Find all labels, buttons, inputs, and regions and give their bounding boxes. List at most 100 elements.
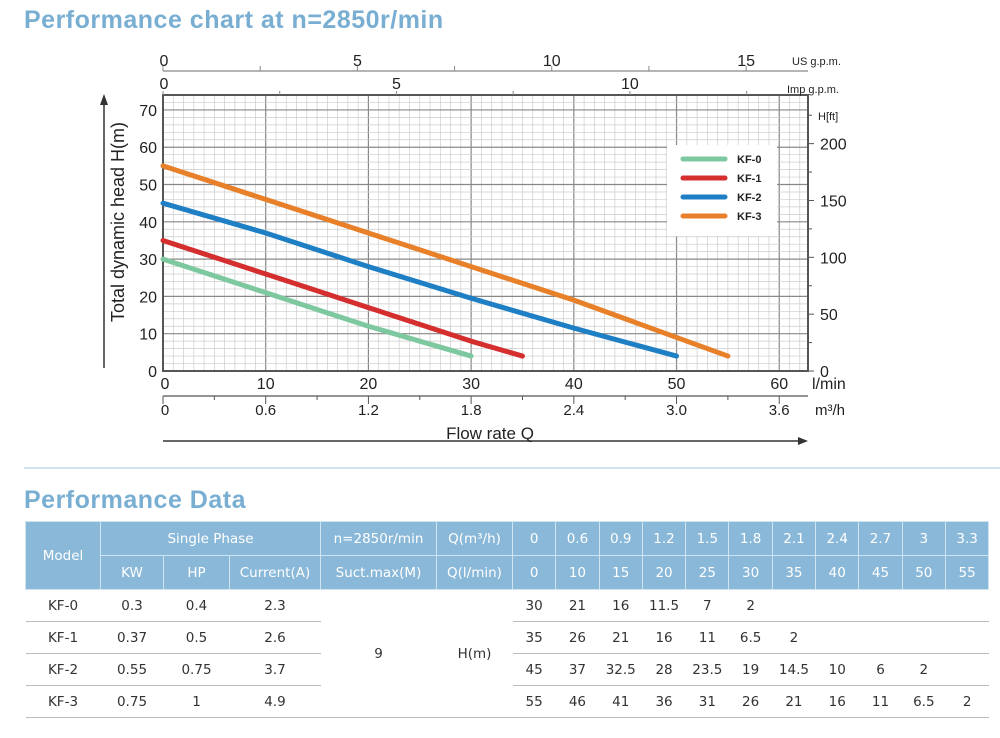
head-value-cell: 2 [772, 621, 816, 654]
header-q-m3h-value: 0.6 [555, 521, 600, 556]
series-line-kf-1 [160, 237, 525, 359]
header-q-lmin-value: 40 [815, 555, 860, 590]
performance-table: Model Single Phase n=2850r/min Q(m³/h) 0… [25, 521, 990, 718]
head-value-cell: 28 [642, 653, 686, 686]
m3h-tick-label: 0.6 [255, 402, 276, 419]
header-q-lmin-value: 25 [685, 555, 730, 590]
head-value-cell: 21 [555, 589, 600, 622]
header-q-lmin-value: 20 [641, 555, 687, 590]
head-value-cell: 36 [642, 685, 686, 718]
imp-gpm-unit-label: Imp g.p.m. [787, 84, 839, 96]
table-row: KF-0 0.3 0.4 2.3 9 H(m) 30 21 16 11.5 7 2 [25, 589, 989, 718]
table-row: KF-3 0.75 1 4.9 55 46 41 36 31 26 21 16 11 6.5 2 [25, 685, 989, 718]
legend-label: KF-1 [737, 173, 761, 185]
head-value-cell: 16 [815, 685, 859, 718]
head-value-cell: 11.5 [642, 589, 686, 622]
head-value-cell [945, 621, 989, 654]
table-title: Performance Data [24, 486, 246, 514]
head-value-cell: 2 [902, 653, 946, 686]
header-q-lmin-value: 55 [944, 555, 990, 590]
series-line-kf-2 [160, 200, 680, 359]
m3h-tick-label: 3.0 [666, 402, 687, 419]
head-value-cell: 2 [945, 685, 989, 718]
head-value-cell: 37 [555, 653, 600, 686]
header-q-lmin-value: 35 [771, 555, 817, 590]
us-gpm-tick-label: 10 [543, 53, 561, 70]
series-line-kf-3 [160, 163, 731, 359]
y-tick-label: 40 [139, 215, 157, 232]
plot-frame [162, 94, 809, 372]
head-value-cell [945, 589, 989, 622]
ft-tick-label: 200 [820, 137, 847, 154]
x-tick-label: 50 [668, 376, 686, 393]
header-hp: HP [163, 555, 230, 590]
h-label-cell: H(m) [436, 589, 513, 718]
m3h-tick-label: 1.2 [358, 402, 379, 419]
table-row: KF-1 0.37 0.5 2.6 35 26 21 16 11 6.5 2 [25, 621, 989, 654]
head-value-cell: 14.5 [772, 653, 816, 686]
header-q-m3h-value: 3.3 [944, 521, 990, 556]
series-line-kf-0 [160, 256, 474, 359]
head-value-cell [772, 589, 816, 622]
m3h-tick-label: 1.8 [461, 402, 482, 419]
model-cell: KF-0 [25, 589, 101, 622]
y-arrow-head-icon [100, 94, 108, 105]
model-cell: KF-3 [25, 685, 101, 718]
head-value-cell: 30 [512, 589, 556, 622]
suct-cell: 9 [320, 589, 437, 718]
hp-cell: 1 [163, 685, 230, 718]
imp-gpm-tick-label: 5 [392, 76, 401, 93]
kw-cell: 0.37 [100, 621, 164, 654]
kw-cell: 0.75 [100, 685, 164, 718]
ft-tick-label: 0 [820, 364, 829, 381]
ft-tick-label: 150 [820, 193, 847, 210]
head-value-cell: 11 [858, 685, 903, 718]
head-value-cell: 23.5 [685, 653, 729, 686]
head-value-cell: 6.5 [902, 685, 946, 718]
us-gpm-tick-label: 0 [160, 53, 169, 70]
current-cell: 4.9 [229, 685, 321, 718]
m3h-unit-label: m³/h [815, 402, 845, 419]
header-q-m3h-value: 3 [901, 521, 946, 556]
ft-tick-label: 100 [820, 250, 847, 267]
y-tick-label: 70 [139, 103, 157, 120]
table-row: KF-2 0.55 0.75 3.7 45 37 32.5 28 23.5 19 14.5 10 6 2 [25, 653, 989, 686]
legend-label: KF-0 [737, 154, 761, 166]
header-kw: KW [100, 555, 164, 590]
header-q-m3h-value: 1.2 [641, 521, 687, 556]
head-value-cell [858, 589, 903, 622]
head-value-cell: 11 [685, 621, 729, 654]
us-gpm-unit-label: US g.p.m. [792, 56, 841, 68]
model-cell: KF-1 [25, 621, 101, 654]
model-cell: KF-2 [25, 653, 101, 686]
imp-gpm-tick-label: 10 [621, 76, 639, 93]
head-value-cell: 31 [685, 685, 729, 718]
head-value-cell: 2 [728, 589, 773, 622]
head-value-cell: 6 [858, 653, 903, 686]
m3h-tick-label: 0 [161, 402, 169, 419]
us-gpm-tick-label: 5 [353, 53, 362, 70]
x-axis-title: Flow rate Q [446, 424, 534, 443]
header-q-lmin-value: 45 [858, 555, 903, 590]
head-value-cell: 19 [728, 653, 773, 686]
chart-title: Performance chart at n=2850r/min [24, 6, 444, 34]
x-tick-label: 0 [161, 376, 170, 393]
head-value-cell: 46 [555, 685, 600, 718]
header-q-lmin-value: 0 [511, 555, 557, 590]
y-tick-label: 10 [139, 327, 157, 344]
head-value-cell: 26 [555, 621, 600, 654]
head-value-cell: 32.5 [599, 653, 643, 686]
m3h-tick-label: 3.6 [769, 402, 790, 419]
header-q-m3h-value: 2.7 [858, 521, 903, 556]
x-tick-label: 30 [462, 376, 480, 393]
head-value-cell: 21 [772, 685, 816, 718]
imp-gpm-tick-label: 0 [160, 76, 169, 93]
header-q-m3h-value: 2.1 [771, 521, 817, 556]
y-tick-label: 60 [139, 140, 157, 157]
head-value-cell [815, 589, 859, 622]
head-value-cell [902, 589, 946, 622]
header-speed: n=2850r/min [320, 521, 437, 556]
head-value-cell: 7 [685, 589, 729, 622]
y-axis-title: Total dynamic head H(m) [108, 122, 128, 322]
